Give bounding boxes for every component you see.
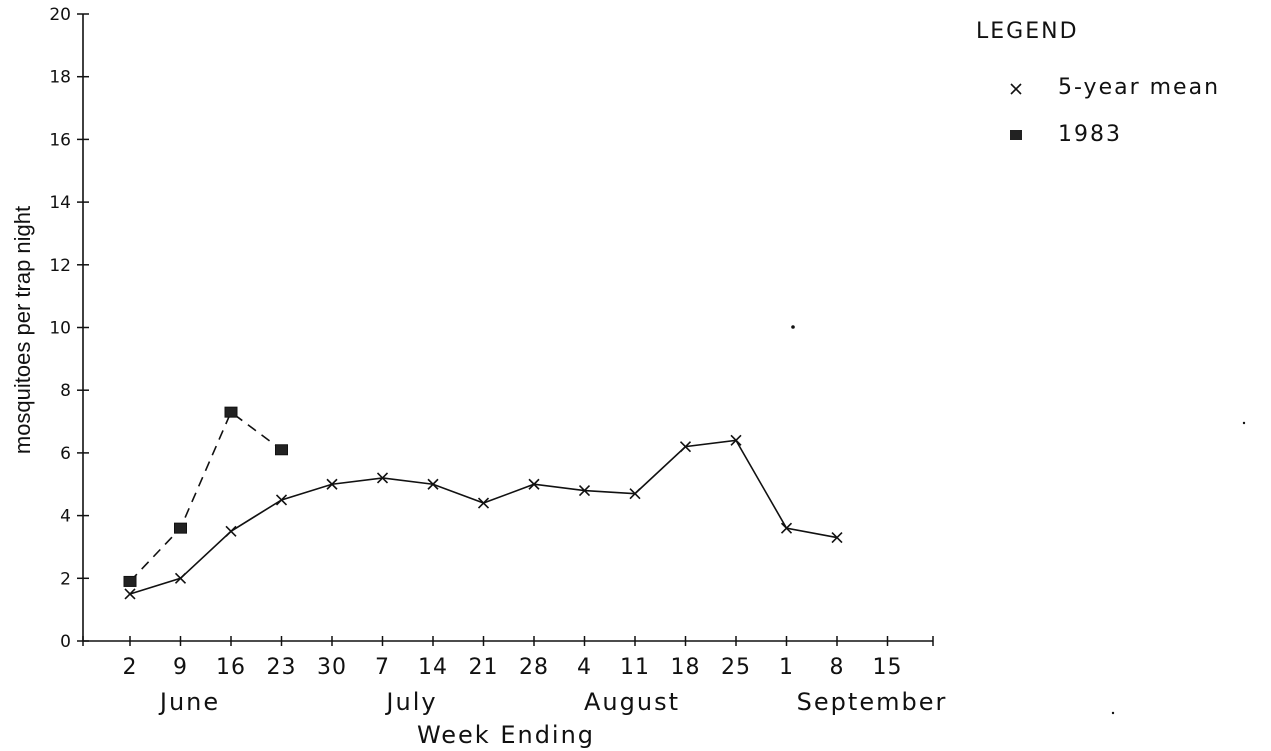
- y-tick-label: 10: [49, 319, 71, 339]
- y-axis-title: mosquitoes per trap night: [10, 206, 35, 454]
- data-point-x: [780, 522, 793, 534]
- scan-speck: [1242, 421, 1246, 425]
- x-axis-title: Week Ending: [417, 721, 595, 749]
- data-point-x: [730, 434, 742, 446]
- y-tick-label: 18: [49, 68, 71, 88]
- series-line: [129, 410, 282, 582]
- legend: LEGEND 5-year mean 1983: [976, 19, 1220, 147]
- data-point-x: [174, 572, 187, 584]
- data-point-square: [275, 444, 288, 456]
- y-ticks: 0 2 4 6 8 10 12 14 16 18 20: [49, 5, 89, 652]
- data-point-x: [326, 478, 338, 490]
- data-point-square: [123, 575, 137, 587]
- x-tick-label: 14: [418, 655, 448, 680]
- y-tick-label: 16: [49, 130, 71, 150]
- scan-speck: [791, 325, 795, 329]
- x-tick-label: 16: [216, 655, 246, 680]
- y-tick-label: 2: [60, 569, 71, 589]
- x-tick-label: 23: [267, 655, 297, 680]
- x-tick-label: 25: [721, 655, 751, 680]
- legend-label: 5-year mean: [1058, 75, 1220, 100]
- month-label: July: [384, 688, 437, 716]
- x-tick-label: 15: [873, 655, 903, 680]
- data-point-x: [528, 478, 540, 490]
- y-tick-label: 20: [49, 5, 71, 25]
- data-point-x: [831, 531, 843, 544]
- data-point-x: [427, 478, 439, 490]
- y-tick-label: 8: [60, 381, 71, 401]
- month-label: August: [584, 688, 680, 716]
- x-ticks: 2 9 16 23 30 7 14 21 28 4 11 18 25 1 8 15: [82, 636, 934, 680]
- data-point-x: [477, 497, 490, 509]
- x-tick-label: 7: [375, 655, 390, 680]
- x-tick-label: 4: [577, 655, 592, 680]
- data-point-x: [376, 472, 389, 484]
- x-tick-label: 30: [317, 655, 347, 680]
- series-line: [129, 439, 838, 595]
- x-tick-label: 11: [620, 655, 650, 680]
- y-tick-label: 12: [49, 256, 71, 276]
- x-tick-label: 8: [830, 655, 845, 680]
- scan-speck: [1111, 711, 1115, 715]
- x-tick-label: 1: [779, 655, 794, 680]
- x-tick-label: 21: [469, 655, 499, 680]
- y-tick-label: 0: [60, 632, 71, 652]
- x-tick-label: 28: [519, 655, 549, 680]
- data-point-x: [578, 484, 591, 497]
- y-tick-label: 14: [49, 193, 71, 213]
- x-tick-label: 18: [671, 655, 701, 680]
- data-point-x: [225, 525, 237, 537]
- data-point-x: [629, 488, 641, 500]
- month-labels: June July August September: [158, 688, 948, 716]
- legend-square-marker: [1010, 130, 1022, 140]
- series-1983: [123, 406, 288, 587]
- series-five-year-mean: [124, 434, 843, 600]
- y-tick-label: 4: [60, 507, 71, 527]
- data-point-square: [174, 522, 187, 534]
- y-tick-label: 6: [60, 444, 71, 464]
- legend-label: 1983: [1058, 122, 1122, 147]
- x-tick-label: 9: [173, 655, 188, 680]
- data-point-x: [275, 494, 288, 506]
- legend-item: 1983: [1010, 122, 1122, 147]
- legend-x-marker: [1010, 83, 1022, 95]
- month-label: September: [797, 688, 948, 716]
- legend-item: 5-year mean: [1010, 75, 1220, 100]
- data-point-x: [124, 588, 136, 600]
- data-point-x: [679, 441, 692, 453]
- data-point-square: [224, 406, 238, 418]
- legend-items: 5-year mean 1983: [1010, 75, 1220, 147]
- x-tick-label: 2: [123, 655, 138, 680]
- series-layer: [123, 325, 1246, 715]
- month-label: June: [158, 688, 220, 716]
- legend-title: LEGEND: [976, 19, 1079, 44]
